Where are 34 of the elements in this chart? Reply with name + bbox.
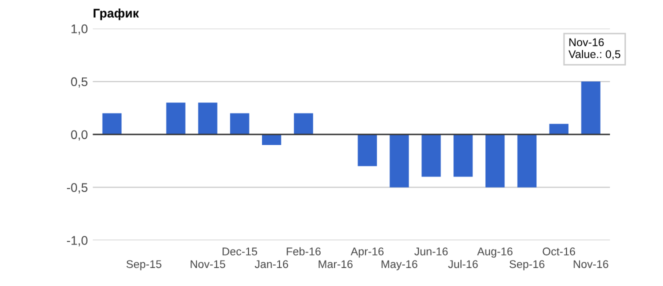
x-tick-label: Dec-15 <box>222 248 258 256</box>
bar <box>517 134 537 188</box>
x-tick-label: Jan-16 <box>254 260 288 268</box>
bar <box>230 113 250 134</box>
chart-title: График <box>94 8 139 20</box>
x-tick-label: Nov-16 <box>574 260 608 268</box>
x-tick-label: Feb-16 <box>286 247 321 256</box>
bar <box>102 113 122 134</box>
y-tick-label: -1,0 <box>66 236 88 246</box>
bar <box>422 134 441 177</box>
x-tick-label: Mar-16 <box>318 260 353 268</box>
bar <box>198 102 218 134</box>
bar <box>581 82 600 134</box>
x-tick-label: Jun-16 <box>414 248 448 256</box>
bar <box>294 113 314 134</box>
y-tick-label: -0,5 <box>66 183 88 194</box>
bar <box>262 134 282 145</box>
x-tick-label: Jul-16 <box>448 260 478 268</box>
bar <box>454 134 473 177</box>
y-tick-label: 0,0 <box>71 130 88 141</box>
annotation: Nov-16 Value.: 0,5 <box>568 38 620 60</box>
x-tick-label: Oct-16 <box>542 248 576 256</box>
bar <box>390 134 409 188</box>
y-tick-label: 0,5 <box>71 77 88 88</box>
bar <box>485 134 505 188</box>
x-tick-label: May-16 <box>382 260 418 270</box>
x-tick-label: Sep-15 <box>126 260 162 270</box>
bar <box>166 102 186 134</box>
x-tick-label: Aug-16 <box>477 248 512 258</box>
x-tick-label: Nov-15 <box>190 260 226 268</box>
x-tick-label: Sep-16 <box>510 260 544 270</box>
x-tick-label: Apr-16 <box>350 248 384 258</box>
bar <box>358 134 377 166</box>
y-tick-label: 1,0 <box>72 24 88 35</box>
